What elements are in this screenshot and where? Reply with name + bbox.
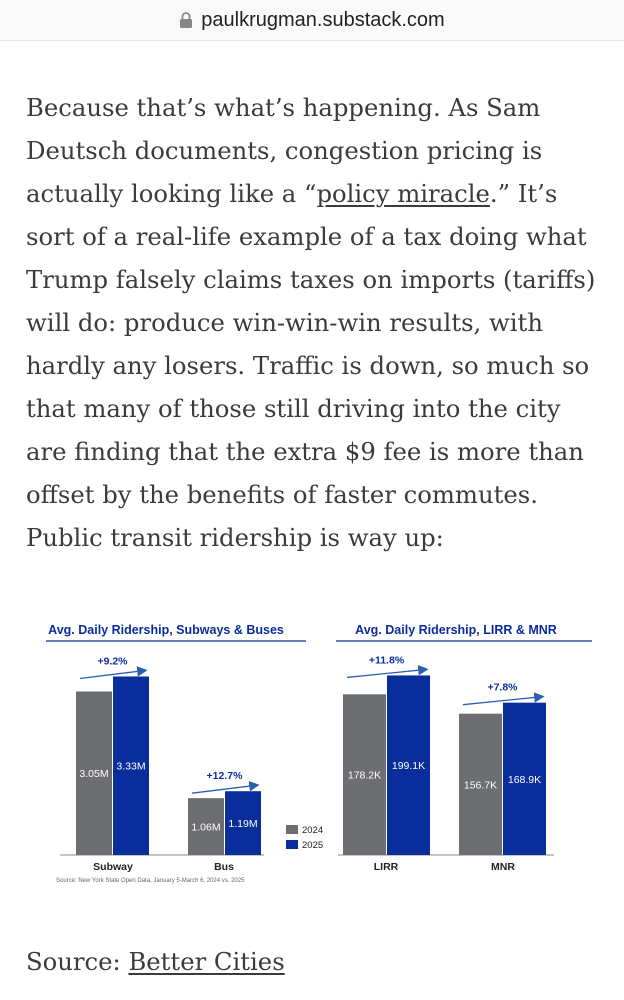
legend-label-2024: 2024 <box>302 825 323 836</box>
source-line: Source: Better Cities <box>26 940 285 983</box>
bar-value-label: 168.9K <box>508 774 541 786</box>
bar-mnr-2025 <box>503 702 546 855</box>
bar-bus-2025 <box>225 791 261 855</box>
change-label: +7.8% <box>487 682 518 694</box>
change-arrow <box>79 666 148 680</box>
paragraph-text-end: .” It’s sort of a real-life example of a… <box>26 179 596 552</box>
source-label: Source: <box>26 947 129 976</box>
address-bar[interactable]: paulkrugman.substack.com <box>0 0 624 41</box>
legend-swatch-2025 <box>286 840 298 849</box>
change-arrow <box>191 780 260 794</box>
article-paragraph: Because that’s what’s happening. As Sam … <box>26 86 606 559</box>
better-cities-link[interactable]: Better Cities <box>128 947 285 976</box>
bar-mnr-2024 <box>459 713 502 855</box>
change-arrow <box>462 692 545 706</box>
ridership-figure: Avg. Daily Ridership, Subways & Buses 3.… <box>46 623 592 884</box>
change-label: +9.2% <box>97 655 128 667</box>
bar-value-label: 178.2K <box>348 770 381 782</box>
paragraph-text-start: Because that’s what’s happening. As Sam … <box>26 93 543 208</box>
change-label: +11.8% <box>369 654 405 666</box>
chart-title-subways-buses: Avg. Daily Ridership, Subways & Buses <box>48 623 284 637</box>
change-label: +12.7% <box>207 770 244 782</box>
bar-value-label: 3.33M <box>116 761 145 773</box>
bar-subway-2025 <box>113 676 149 855</box>
legend-label-2025: 2025 <box>302 840 323 851</box>
category-label-subway: Subway <box>93 861 133 873</box>
bar-lirr-2025 <box>387 675 430 855</box>
bar-bus-2024 <box>188 798 224 855</box>
bar-value-label: 1.06M <box>191 822 220 834</box>
bar-value-label: 1.19M <box>228 818 257 830</box>
bar-value-label: 3.05M <box>79 768 108 780</box>
category-label-mnr: MNR <box>491 861 515 873</box>
change-arrow <box>346 665 429 679</box>
bar-value-label: 199.1K <box>392 760 425 772</box>
legend-swatch-2024 <box>286 825 298 834</box>
lock-icon <box>180 12 193 28</box>
category-label-lirr: LIRR <box>374 861 399 873</box>
url-text: paulkrugman.substack.com <box>201 8 445 31</box>
chart-source-note: Source: New York State Open Data, Januar… <box>56 878 245 884</box>
chart-title-lirr-mnr: Avg. Daily Ridership, LIRR & MNR <box>355 623 557 637</box>
bar-value-label: 156.7K <box>464 779 497 791</box>
category-label-bus: Bus <box>214 861 234 873</box>
bar-lirr-2024 <box>343 694 386 855</box>
policy-miracle-link[interactable]: policy miracle <box>316 179 490 208</box>
bar-subway-2024 <box>76 691 112 855</box>
